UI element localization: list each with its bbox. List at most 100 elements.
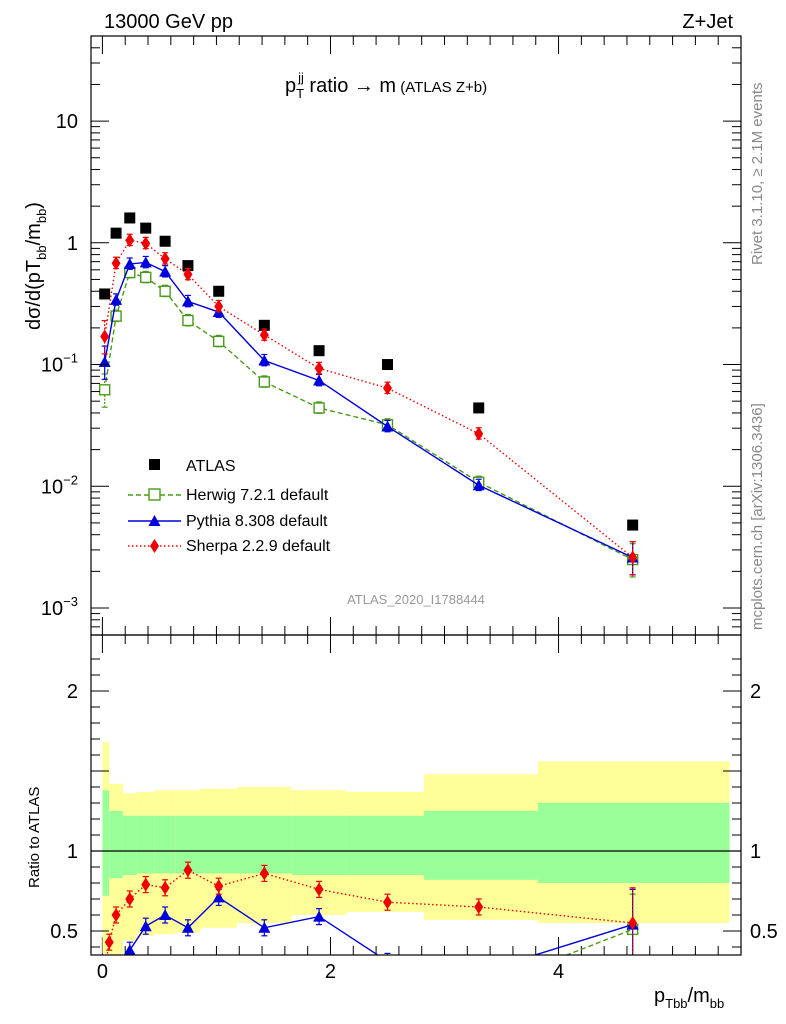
uncertainty-band-inner bbox=[538, 803, 730, 883]
atlas-point bbox=[182, 260, 194, 272]
sherpa-point bbox=[100, 329, 110, 344]
plot-title: pTjj ratio → m (ATLAS Z+b) bbox=[285, 70, 487, 101]
herwig-point bbox=[258, 376, 271, 388]
sherpa-point bbox=[160, 251, 170, 266]
legend-label-herwig: Herwig 7.2.1 default bbox=[186, 487, 329, 504]
atlas-point bbox=[473, 402, 485, 414]
pythia-line bbox=[103, 261, 633, 559]
sherpa-point bbox=[628, 916, 638, 930]
sherpa-point bbox=[259, 327, 269, 342]
atlas-point bbox=[213, 285, 225, 297]
sherpa-point bbox=[111, 256, 121, 271]
uncertainty-band-inner bbox=[346, 815, 424, 875]
herwig-point bbox=[110, 310, 122, 322]
pythia-point bbox=[473, 967, 485, 978]
mcplots-label: mcplots.cern.ch [arXiv:1306.3436] bbox=[749, 403, 766, 630]
uncertainty-band-inner bbox=[200, 815, 237, 874]
ratio-panel: 0 2 4 0.5 0.5 1 1 2 2 Ratio to ATLAS pTbb/mbb bbox=[26, 634, 778, 1011]
pythia-point bbox=[110, 293, 123, 305]
atlas-point bbox=[140, 222, 152, 234]
atlas-point bbox=[258, 319, 270, 331]
uncertainty-band-inner bbox=[122, 815, 137, 875]
pythia-point bbox=[258, 354, 271, 366]
ratio-y-tick-label-left: 1 bbox=[67, 841, 78, 863]
pythia-point bbox=[139, 920, 152, 932]
pythia-point bbox=[313, 374, 326, 386]
herwig-point bbox=[313, 402, 325, 414]
sherpa-point bbox=[214, 299, 224, 314]
y-tick-label: 10−1 bbox=[41, 351, 78, 377]
ratio-y-tick-label-right: 0.5 bbox=[750, 921, 778, 943]
x-axis-label: pTbb/mbb bbox=[654, 985, 724, 1011]
x-tick-label: 2 bbox=[325, 961, 336, 983]
sherpa-point bbox=[314, 882, 324, 897]
pythia-point bbox=[472, 479, 485, 491]
pythia-point bbox=[381, 955, 393, 966]
uncertainty-band-inner bbox=[109, 811, 123, 879]
legend-marker-sherpa bbox=[150, 539, 159, 553]
pythia-point bbox=[181, 921, 194, 933]
ratio-y-tick-label-right: 2 bbox=[750, 681, 761, 703]
x-tick-label: 4 bbox=[553, 961, 564, 983]
herwig-ratio-line bbox=[564, 928, 633, 955]
atlas-point bbox=[99, 288, 111, 300]
atlas-point bbox=[124, 212, 136, 224]
herwig-point bbox=[213, 335, 225, 348]
herwig-point bbox=[140, 271, 152, 284]
rivet-label: Rivet 3.1.10, ≥ 2.1M events bbox=[749, 83, 766, 266]
sherpa-point bbox=[183, 863, 193, 878]
sherpa-point bbox=[628, 550, 638, 565]
y-axis-label: dσ/d(pTbb/mbb) bbox=[23, 202, 49, 330]
sherpa-point bbox=[125, 233, 135, 248]
x-tick-label: 0 bbox=[97, 961, 108, 983]
uncertainty-band-inner bbox=[236, 815, 292, 874]
herwig-line bbox=[103, 271, 633, 561]
legend-label-pythia: Pythia 8.308 default bbox=[186, 513, 328, 530]
ratio-y-tick-label-left: 2 bbox=[67, 681, 78, 703]
pythia-point bbox=[123, 257, 136, 269]
sherpa-point bbox=[125, 892, 135, 906]
uncertainty-band-inner bbox=[154, 815, 176, 874]
sherpa-point bbox=[382, 895, 392, 910]
sherpa-point bbox=[474, 900, 484, 914]
sherpa-point bbox=[382, 381, 392, 396]
y-tick-label: 10 bbox=[56, 111, 78, 133]
y-tick-label: 10−3 bbox=[41, 594, 78, 620]
herwig-point bbox=[159, 285, 171, 297]
legend-label-atlas: ATLAS bbox=[186, 458, 236, 475]
pythia-point bbox=[123, 944, 136, 955]
pythia-point bbox=[313, 910, 326, 922]
herwig-point bbox=[98, 384, 111, 396]
uncertainty-band-inner bbox=[423, 811, 539, 880]
sherpa-point bbox=[141, 236, 151, 251]
pythia-point bbox=[381, 420, 394, 432]
herwig-point bbox=[182, 314, 194, 327]
uncertainty-band-inner bbox=[291, 815, 347, 875]
sherpa-point bbox=[111, 908, 121, 922]
y-tick-label: 1 bbox=[67, 233, 78, 255]
sherpa-point bbox=[259, 866, 269, 881]
pythia-point bbox=[110, 960, 122, 971]
atlas-point bbox=[110, 227, 122, 239]
pythia-point bbox=[159, 265, 172, 277]
atlas-point bbox=[313, 345, 325, 357]
ratio-y-tick-label-right: 1 bbox=[750, 841, 761, 863]
legend-label-sherpa: Sherpa 2.2.9 default bbox=[186, 538, 331, 555]
uncertainty-band-inner bbox=[136, 815, 155, 874]
pythia-point bbox=[139, 256, 152, 268]
legend: ATLAS Herwig 7.2.1 default Pythia 8.308 … bbox=[128, 458, 331, 555]
legend-marker-atlas bbox=[149, 459, 160, 470]
atlas-point bbox=[627, 519, 639, 531]
header-left: 13000 GeV pp bbox=[104, 11, 233, 33]
uncertainty-band-inner bbox=[102, 790, 110, 896]
sherpa-point bbox=[160, 880, 170, 895]
pythia-point bbox=[258, 921, 271, 933]
analysis-id: ATLAS_2020_I1788444 bbox=[347, 592, 485, 607]
ratio-y-tick-label-left: 0.5 bbox=[50, 921, 78, 943]
sherpa-point bbox=[183, 267, 193, 282]
pythia-point bbox=[159, 909, 172, 920]
main-panel: 10−3 10−2 10−1 1 10 pTjj ratio → m (ATLAS Z+… bbox=[23, 35, 742, 955]
sherpa-point bbox=[474, 426, 484, 441]
sherpa-line bbox=[103, 239, 634, 559]
